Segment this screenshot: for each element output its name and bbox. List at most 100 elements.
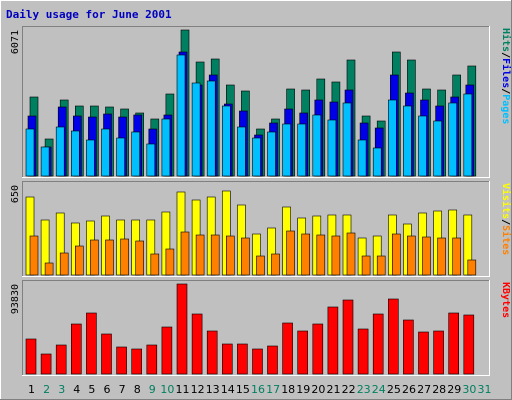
chart-title: Daily usage for June 2001 [6,8,172,21]
bar-pages-day-24 [372,147,382,177]
side-label-middle-part-1: / [500,219,511,225]
bar-pages-day-8 [131,131,140,177]
bar-kbytes-day-7 [116,346,127,375]
bar-sites-day-28 [437,237,446,276]
panel-middle: 650 [10,181,490,277]
side-label-top-part-2: Files [500,58,512,88]
bar-sites-day-15 [241,237,250,276]
bar-kbytes-day-24 [372,313,384,375]
x-tick-label-day-16: 16 [251,383,265,396]
bar-kbytes-day-10 [161,326,173,375]
bar-pages-day-13 [206,80,216,177]
bar-pages-day-3 [55,126,65,177]
x-tick-label-day-8: 8 [134,383,141,396]
bar-kbytes-day-2 [40,353,52,375]
bar-sites-day-20 [316,234,326,276]
x-tick-label-day-29: 29 [447,383,461,396]
bar-sites-day-23 [361,255,371,276]
x-tick-label-day-21: 21 [327,383,341,396]
side-label-middle: Visits/Sites [500,183,512,255]
bar-kbytes-day-17 [267,345,278,375]
side-label-bottom: KBytes [500,282,511,318]
bar-sites-day-2 [44,262,54,276]
x-tick-label-day-5: 5 [88,383,95,396]
bar-kbytes-day-18 [282,322,293,375]
bar-sites-day-12 [195,234,205,276]
bar-pages-day-9 [146,143,156,177]
x-tick-label-day-18: 18 [281,383,295,396]
x-tick-label-day-23: 23 [357,383,371,396]
bar-kbytes-day-30 [463,314,475,375]
bar-pages-day-29 [448,102,458,177]
x-tick-label-day-4: 4 [73,383,80,396]
panel-bottom: 93830 [10,280,490,376]
side-label-top-part-4: Pages [500,94,511,124]
bar-sites-day-24 [376,255,386,276]
x-tick-label-day-27: 27 [417,383,431,396]
bar-sites-day-16 [256,255,265,276]
x-tick-label-day-20: 20 [311,383,325,396]
bar-kbytes-day-28 [433,330,444,375]
bar-sites-day-4 [75,245,84,276]
bar-sites-day-7 [120,238,129,276]
bar-pages-day-28 [433,120,442,177]
bar-sites-day-25 [391,233,401,276]
bar-kbytes-day-15 [237,343,248,375]
side-label-middle-part-2: Sites [500,225,512,255]
bar-kbytes-day-3 [55,344,67,375]
side-label-top: Hits/Files/Pages [500,28,512,124]
bar-kbytes-day-11 [176,283,188,375]
bar-pages-day-2 [40,146,50,177]
x-tick-label-day-2: 2 [43,383,50,396]
x-tick-label-day-10: 10 [160,383,174,396]
x-tick-label-day-6: 6 [104,383,111,396]
side-label-middle-part-0: Visits [500,183,512,219]
bar-sites-day-9 [150,253,160,276]
bar-kbytes-day-6 [101,333,112,375]
bar-kbytes-day-23 [357,328,369,375]
bar-kbytes-day-26 [403,319,414,375]
bar-sites-day-17 [271,253,280,276]
bar-kbytes-day-16 [252,348,263,375]
bar-sites-day-6 [105,239,114,276]
bar-pages-day-12 [191,82,201,177]
y-max-label-top: 6071 [10,30,21,54]
bar-sites-day-11 [180,231,190,276]
x-tick-label-day-28: 28 [432,383,446,396]
bar-kbytes-day-14 [222,343,233,375]
bar-pages-day-4 [71,130,80,177]
bar-kbytes-day-8 [131,348,142,375]
x-tick-label-day-31: 31 [478,383,492,396]
side-label-top-part-3: / [500,88,511,94]
bar-pages-day-19 [297,123,307,177]
bar-sites-day-5 [90,239,99,276]
x-tick-label-day-15: 15 [236,383,250,396]
bar-sites-day-21 [331,235,341,276]
bar-kbytes-day-19 [297,330,309,375]
x-tick-label-day-19: 19 [296,383,310,396]
x-tick-label-day-11: 11 [176,383,190,396]
x-tick-label-day-17: 17 [266,383,280,396]
bar-sites-day-19 [301,233,311,276]
x-tick-label-day-9: 9 [149,383,156,396]
bar-pages-day-5 [86,139,95,177]
x-tick-label-day-26: 26 [402,383,416,396]
x-tick-label-day-30: 30 [462,383,476,396]
x-tick-label-day-13: 13 [206,383,220,396]
x-axis-labels: 1 2 3 4 5 6 7 8 9 10 11 12 13 14 15 16 17 18 19 20 21 22 23 24 2… [28,383,492,396]
bar-sites-day-10 [165,248,175,276]
bar-kbytes-day-27 [418,331,429,375]
bar-pages-day-14 [222,105,231,177]
x-tick-label-day-3: 3 [58,383,65,396]
bar-pages-day-16 [252,137,261,177]
x-tick-label-day-1: 1 [28,383,35,396]
bar-sites-day-29 [452,237,462,276]
bar-pages-day-27 [418,115,427,177]
bar-sites-day-30 [467,259,477,276]
chart-panels: 6071 650 93830 [10,26,490,376]
bar-pages-day-21 [327,119,337,177]
x-tick-label-day-14: 14 [221,383,235,396]
bar-kbytes-day-5 [86,312,97,375]
bar-pages-day-18 [282,123,291,177]
